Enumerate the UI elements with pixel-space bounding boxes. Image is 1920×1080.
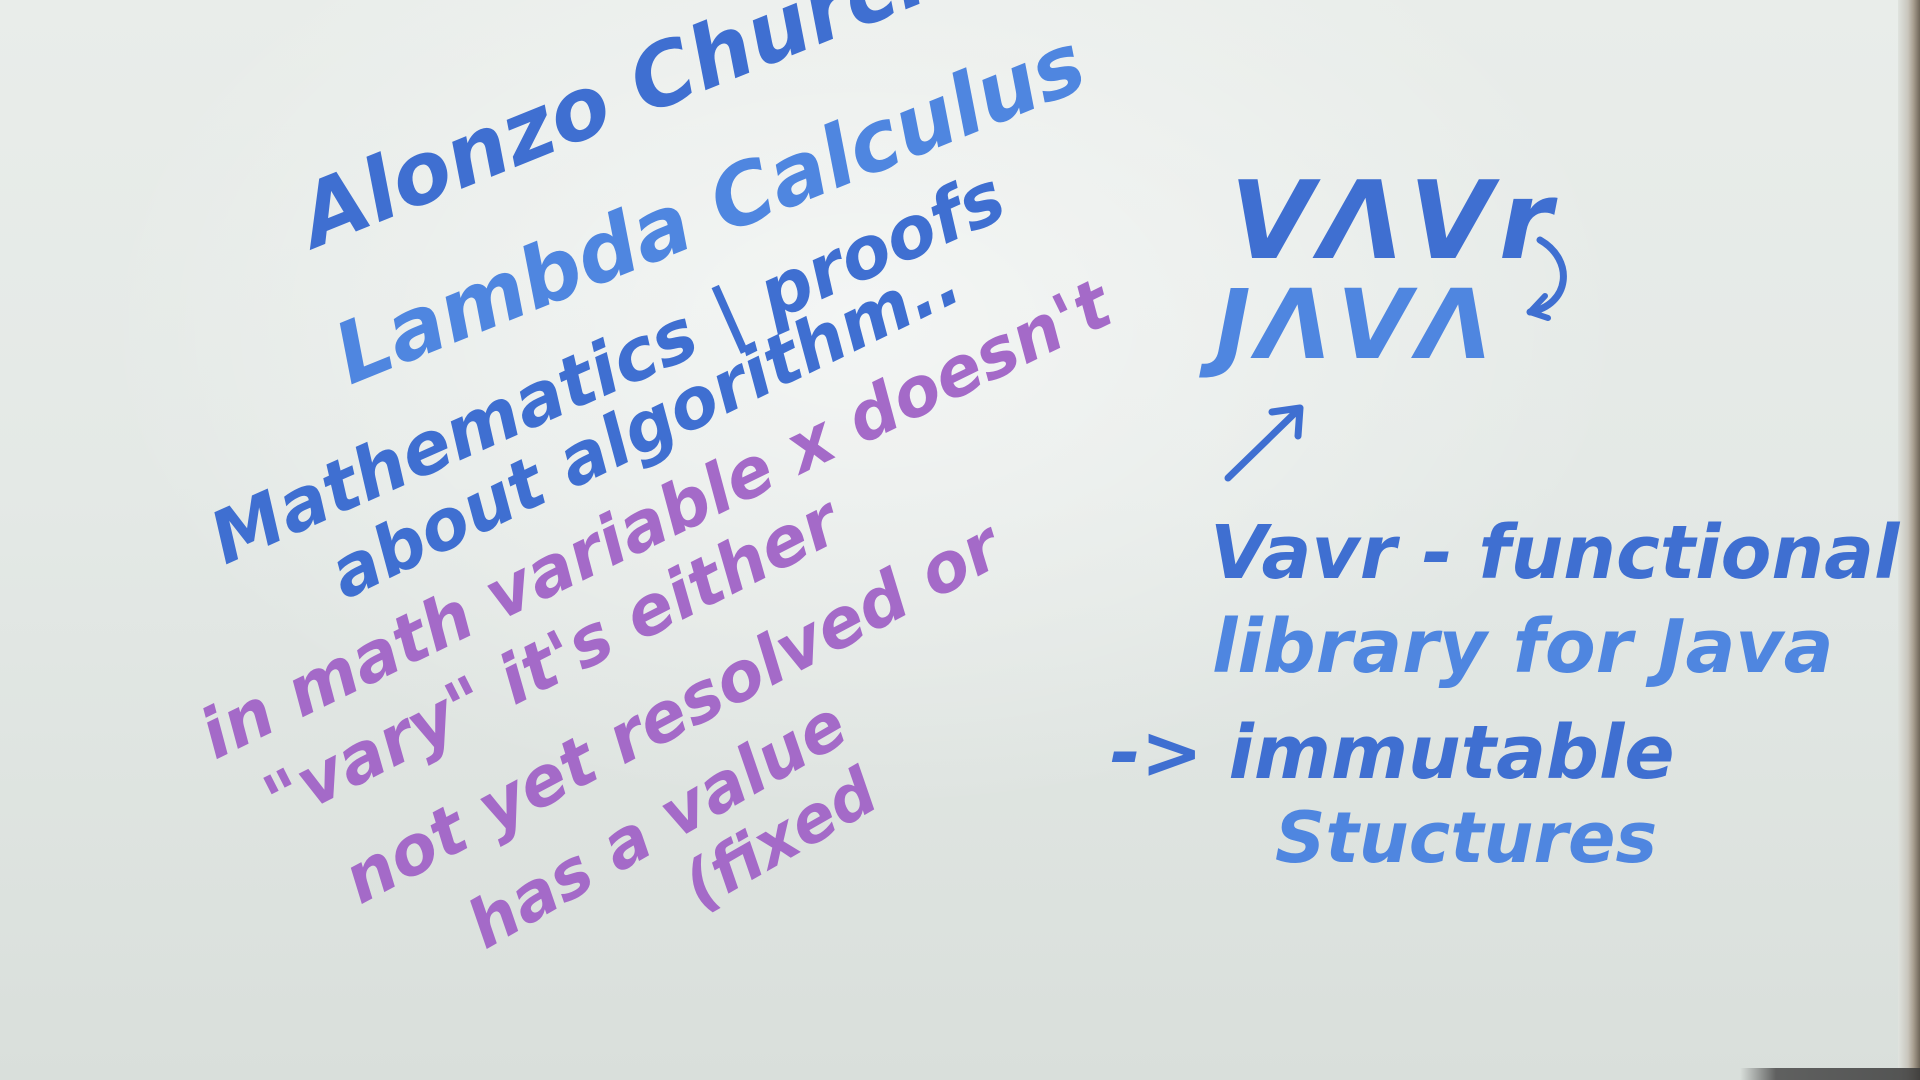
curved-arrow-icon: [1526, 236, 1567, 316]
java-logo-text: JΛVΛ: [1199, 269, 1498, 381]
note-library-for-java: library for Java: [1212, 604, 1834, 690]
note-vavr-functional: Vavr - functional: [1210, 510, 1901, 596]
note-structures: Stuctures: [1275, 797, 1657, 879]
curved-arrowhead-icon: [1527, 293, 1551, 321]
note-immutable: -> immutable: [1110, 710, 1675, 796]
diagonal-arrow-icon: [1224, 404, 1304, 482]
whiteboard-frame-edge: [1898, 0, 1920, 1080]
marker-tray: [1740, 1068, 1920, 1080]
vavr-logo-text: VΛVr: [1230, 159, 1558, 284]
